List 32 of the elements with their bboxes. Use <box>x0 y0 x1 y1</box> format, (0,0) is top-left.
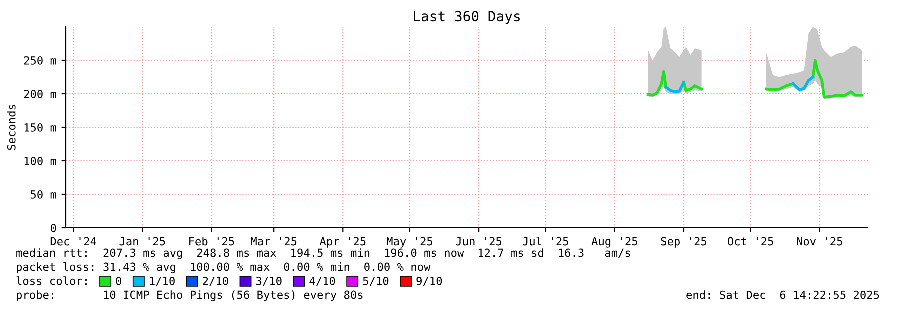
text: packet loss: 31.43 % avg 100.00 % max 0.00 % min 0.00 % now <box>17 262 431 274</box>
legend-label: 2/10 <box>203 276 228 286</box>
y-tick-label: 0 <box>51 224 56 232</box>
x-tick-label: Oct '25 <box>728 237 774 246</box>
text: median rtt: 207.3 ms avg 248.8 ms max 194.5 ms min 196.0 ms now 12.7 ms sd 16.3 am/s <box>16 248 630 260</box>
y-tick-label: 50 m <box>30 190 56 199</box>
x-tick-label: Jul '25 <box>523 237 568 246</box>
x-tick-label: Feb '25 <box>190 237 234 246</box>
text: end: Sat Dec 6 14:22:55 2025 <box>686 290 880 300</box>
chart-title: Last 360 Days <box>414 11 520 24</box>
legend-label: 3/10 <box>256 276 282 286</box>
x-tick-label: Apr '25 <box>320 237 366 248</box>
y-tick-label: 250 m <box>24 56 56 65</box>
x-tick-label: Mar '25 <box>251 237 297 246</box>
x-tick-label: Jun '25 <box>456 237 502 246</box>
y-tick-label: 100 m <box>24 157 56 166</box>
y-tick-label: 200 m <box>24 90 56 98</box>
legend-label: 0 <box>116 276 122 286</box>
legend-title: loss color: <box>16 276 87 286</box>
x-tick-label: Aug '25 <box>592 237 638 248</box>
legend-label: 5/10 <box>363 276 389 286</box>
x-tick-label: Nov '25 <box>797 237 842 246</box>
legend-label: 4/10 <box>310 276 336 286</box>
x-tick-label: May '25 <box>387 237 432 248</box>
y-tick-label: 150 m <box>24 124 56 132</box>
x-tick-label: Dec '24 <box>50 237 96 246</box>
text: probe: 10 ICMP Echo Pings (56 Bytes) every 80s <box>17 290 363 302</box>
y-axis-title: Seconds <box>7 105 16 150</box>
x-tick-label: Jan '25 <box>120 237 166 246</box>
legend-label: 9/10 <box>416 276 442 286</box>
legend-label: 1/10 <box>150 276 175 286</box>
x-tick-label: Sep '25 <box>661 237 707 248</box>
